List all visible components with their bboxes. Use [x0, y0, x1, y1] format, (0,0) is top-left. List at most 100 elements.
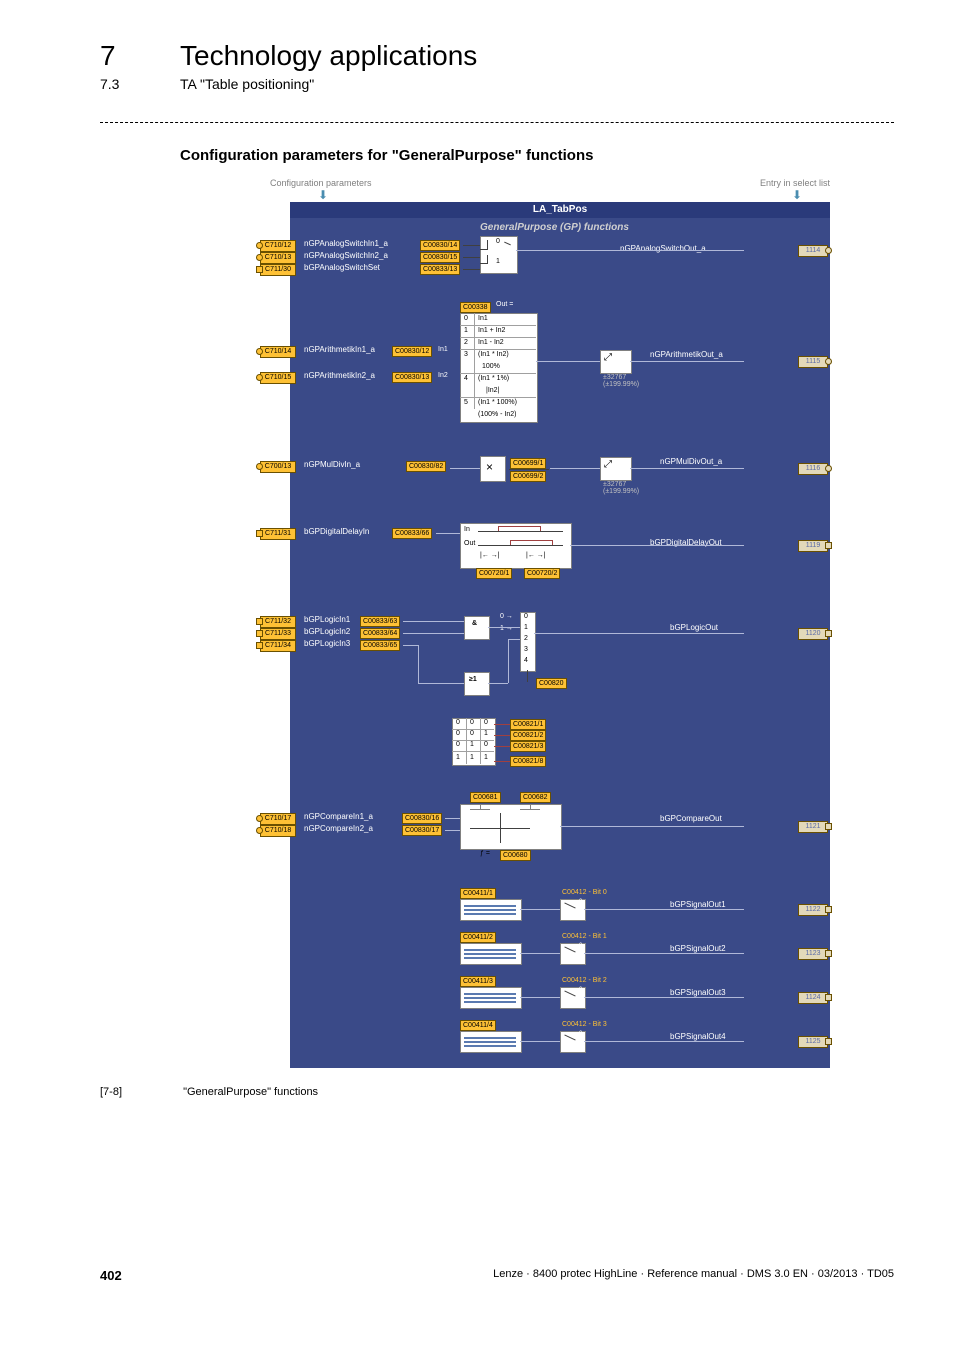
or-gate	[464, 672, 490, 696]
chapter-title: Technology applications	[180, 40, 477, 72]
down-arrow-icon: ⬇	[792, 188, 802, 202]
param-code[interactable]: C00833/64	[360, 628, 400, 639]
square-port-icon	[256, 530, 263, 537]
param-code[interactable]: C00830/16	[402, 813, 442, 824]
signal-label: nGPAnalogSwitchIn2_a	[304, 251, 388, 260]
signal-label: bGPCompareOut	[660, 814, 722, 823]
param-code[interactable]: C00411/1	[460, 888, 496, 899]
signal-label: nGPMulDivIn_a	[304, 460, 360, 469]
signal-label: bGPAnalogSwitchSet	[304, 263, 380, 272]
io-out-port: 1123	[798, 948, 828, 960]
signal-label: nGPArithmetikOut_a	[650, 350, 723, 359]
config-params-label: Configuration parameters	[270, 178, 372, 188]
delay-func-box	[460, 523, 572, 569]
diagram-subtitle: GeneralPurpose (GP) functions	[480, 222, 629, 233]
signal-label: bGPSignalOut1	[670, 900, 726, 909]
io-port: C711/31	[260, 528, 296, 540]
footer-text: Lenze · 8400 protec HighLine · Reference…	[493, 1268, 894, 1283]
circle-port-icon	[256, 463, 263, 470]
param-code[interactable]: C00411/3	[460, 976, 496, 987]
param-code[interactable]: C00833/65	[360, 640, 400, 651]
param-code[interactable]: C00833/66	[392, 528, 432, 539]
param-code[interactable]: C00699/1	[510, 458, 546, 469]
io-out-port: 1124	[798, 992, 828, 1004]
diagram-title-bar: LA_TabPos	[290, 202, 830, 218]
config-subheading: Configuration parameters for "GeneralPur…	[180, 147, 894, 164]
chapter-number: 7	[100, 40, 130, 72]
circle-port-icon	[256, 374, 263, 381]
signal-label: bGPLogicOut	[670, 623, 718, 632]
square-port-icon	[825, 542, 832, 549]
param-code[interactable]: C00830/14	[420, 240, 460, 251]
param-code[interactable]: C00681	[470, 792, 501, 803]
io-port: C710/13	[260, 252, 296, 264]
param-code[interactable]: C00682	[520, 792, 551, 803]
param-code[interactable]: C00830/17	[402, 825, 442, 836]
io-port: C711/30	[260, 264, 296, 276]
figure-caption: "GeneralPurpose" functions	[183, 1086, 318, 1098]
square-port-icon	[825, 1038, 832, 1045]
divider	[100, 122, 894, 123]
param-code[interactable]: C00411/4	[460, 1020, 496, 1031]
param-code[interactable]: C00830/12	[392, 346, 432, 357]
circle-port-icon	[256, 254, 263, 261]
io-out-port: 1115	[798, 356, 828, 368]
io-port: C700/13	[260, 461, 296, 473]
io-port: C710/12	[260, 240, 296, 252]
square-port-icon	[825, 994, 832, 1001]
io-out-port: 1119	[798, 540, 828, 552]
param-code[interactable]: C00821/1	[510, 719, 546, 730]
signal-label: bGPLogicIn3	[304, 639, 350, 648]
io-out-port: 1120	[798, 628, 828, 640]
param-code[interactable]: C00830/13	[392, 372, 432, 383]
param-code[interactable]: C00833/13	[420, 264, 460, 275]
square-port-icon	[825, 906, 832, 913]
param-label: C00412 - Bit 3	[560, 1020, 609, 1029]
param-code[interactable]: C00820	[536, 678, 567, 689]
section-title: TA "Table positioning"	[180, 76, 314, 92]
circle-port-icon	[825, 247, 832, 254]
gp-functions-diagram: Configuration parameters ⬇ Entry in sele…	[180, 178, 880, 1078]
signal-label: nGPCompareIn2_a	[304, 824, 373, 833]
square-port-icon	[825, 630, 832, 637]
param-code[interactable]: C00720/1	[476, 568, 512, 579]
param-code[interactable]: C00830/82	[406, 461, 446, 472]
param-code[interactable]: C00338	[460, 302, 491, 313]
circle-port-icon	[825, 465, 832, 472]
signal-label: bGPSignalOut4	[670, 1032, 726, 1041]
square-port-icon	[256, 266, 263, 273]
signal-label: bGPSignalOut3	[670, 988, 726, 997]
entry-select-label: Entry in select list	[760, 178, 830, 188]
param-label: C00412 - Bit 0	[560, 888, 609, 897]
param-code[interactable]: C00821/3	[510, 741, 546, 752]
param-code[interactable]: C00821/2	[510, 730, 546, 741]
io-out-port: 1114	[798, 245, 828, 257]
square-port-icon	[256, 642, 263, 649]
param-code[interactable]: C00680	[500, 850, 531, 861]
square-port-icon	[256, 618, 263, 625]
param-code[interactable]: C00833/63	[360, 616, 400, 627]
page-number: 402	[100, 1268, 122, 1283]
param-code[interactable]: C00699/2	[510, 471, 546, 482]
io-port: C710/18	[260, 825, 296, 837]
section-number: 7.3	[100, 76, 130, 92]
square-port-icon	[825, 823, 832, 830]
io-out-port: 1122	[798, 904, 828, 916]
square-port-icon	[825, 950, 832, 957]
signal-label: bGPLogicIn1	[304, 615, 350, 624]
io-port: C710/15	[260, 372, 296, 384]
signal-label: bGPLogicIn2	[304, 627, 350, 636]
param-code[interactable]: C00720/2	[524, 568, 560, 579]
param-code[interactable]: C00411/2	[460, 932, 496, 943]
circle-port-icon	[256, 242, 263, 249]
io-out-port: 1125	[798, 1036, 828, 1048]
param-code[interactable]: C00830/15	[420, 252, 460, 263]
circle-port-icon	[256, 348, 263, 355]
signal-label: nGPCompareIn1_a	[304, 812, 373, 821]
io-port: C711/34	[260, 640, 296, 652]
mux-box	[520, 612, 536, 672]
circle-port-icon	[256, 815, 263, 822]
param-code[interactable]: C00821/8	[510, 756, 546, 767]
compare-func-box	[460, 804, 562, 850]
signal-label: nGPArithmetikIn2_a	[304, 371, 375, 380]
